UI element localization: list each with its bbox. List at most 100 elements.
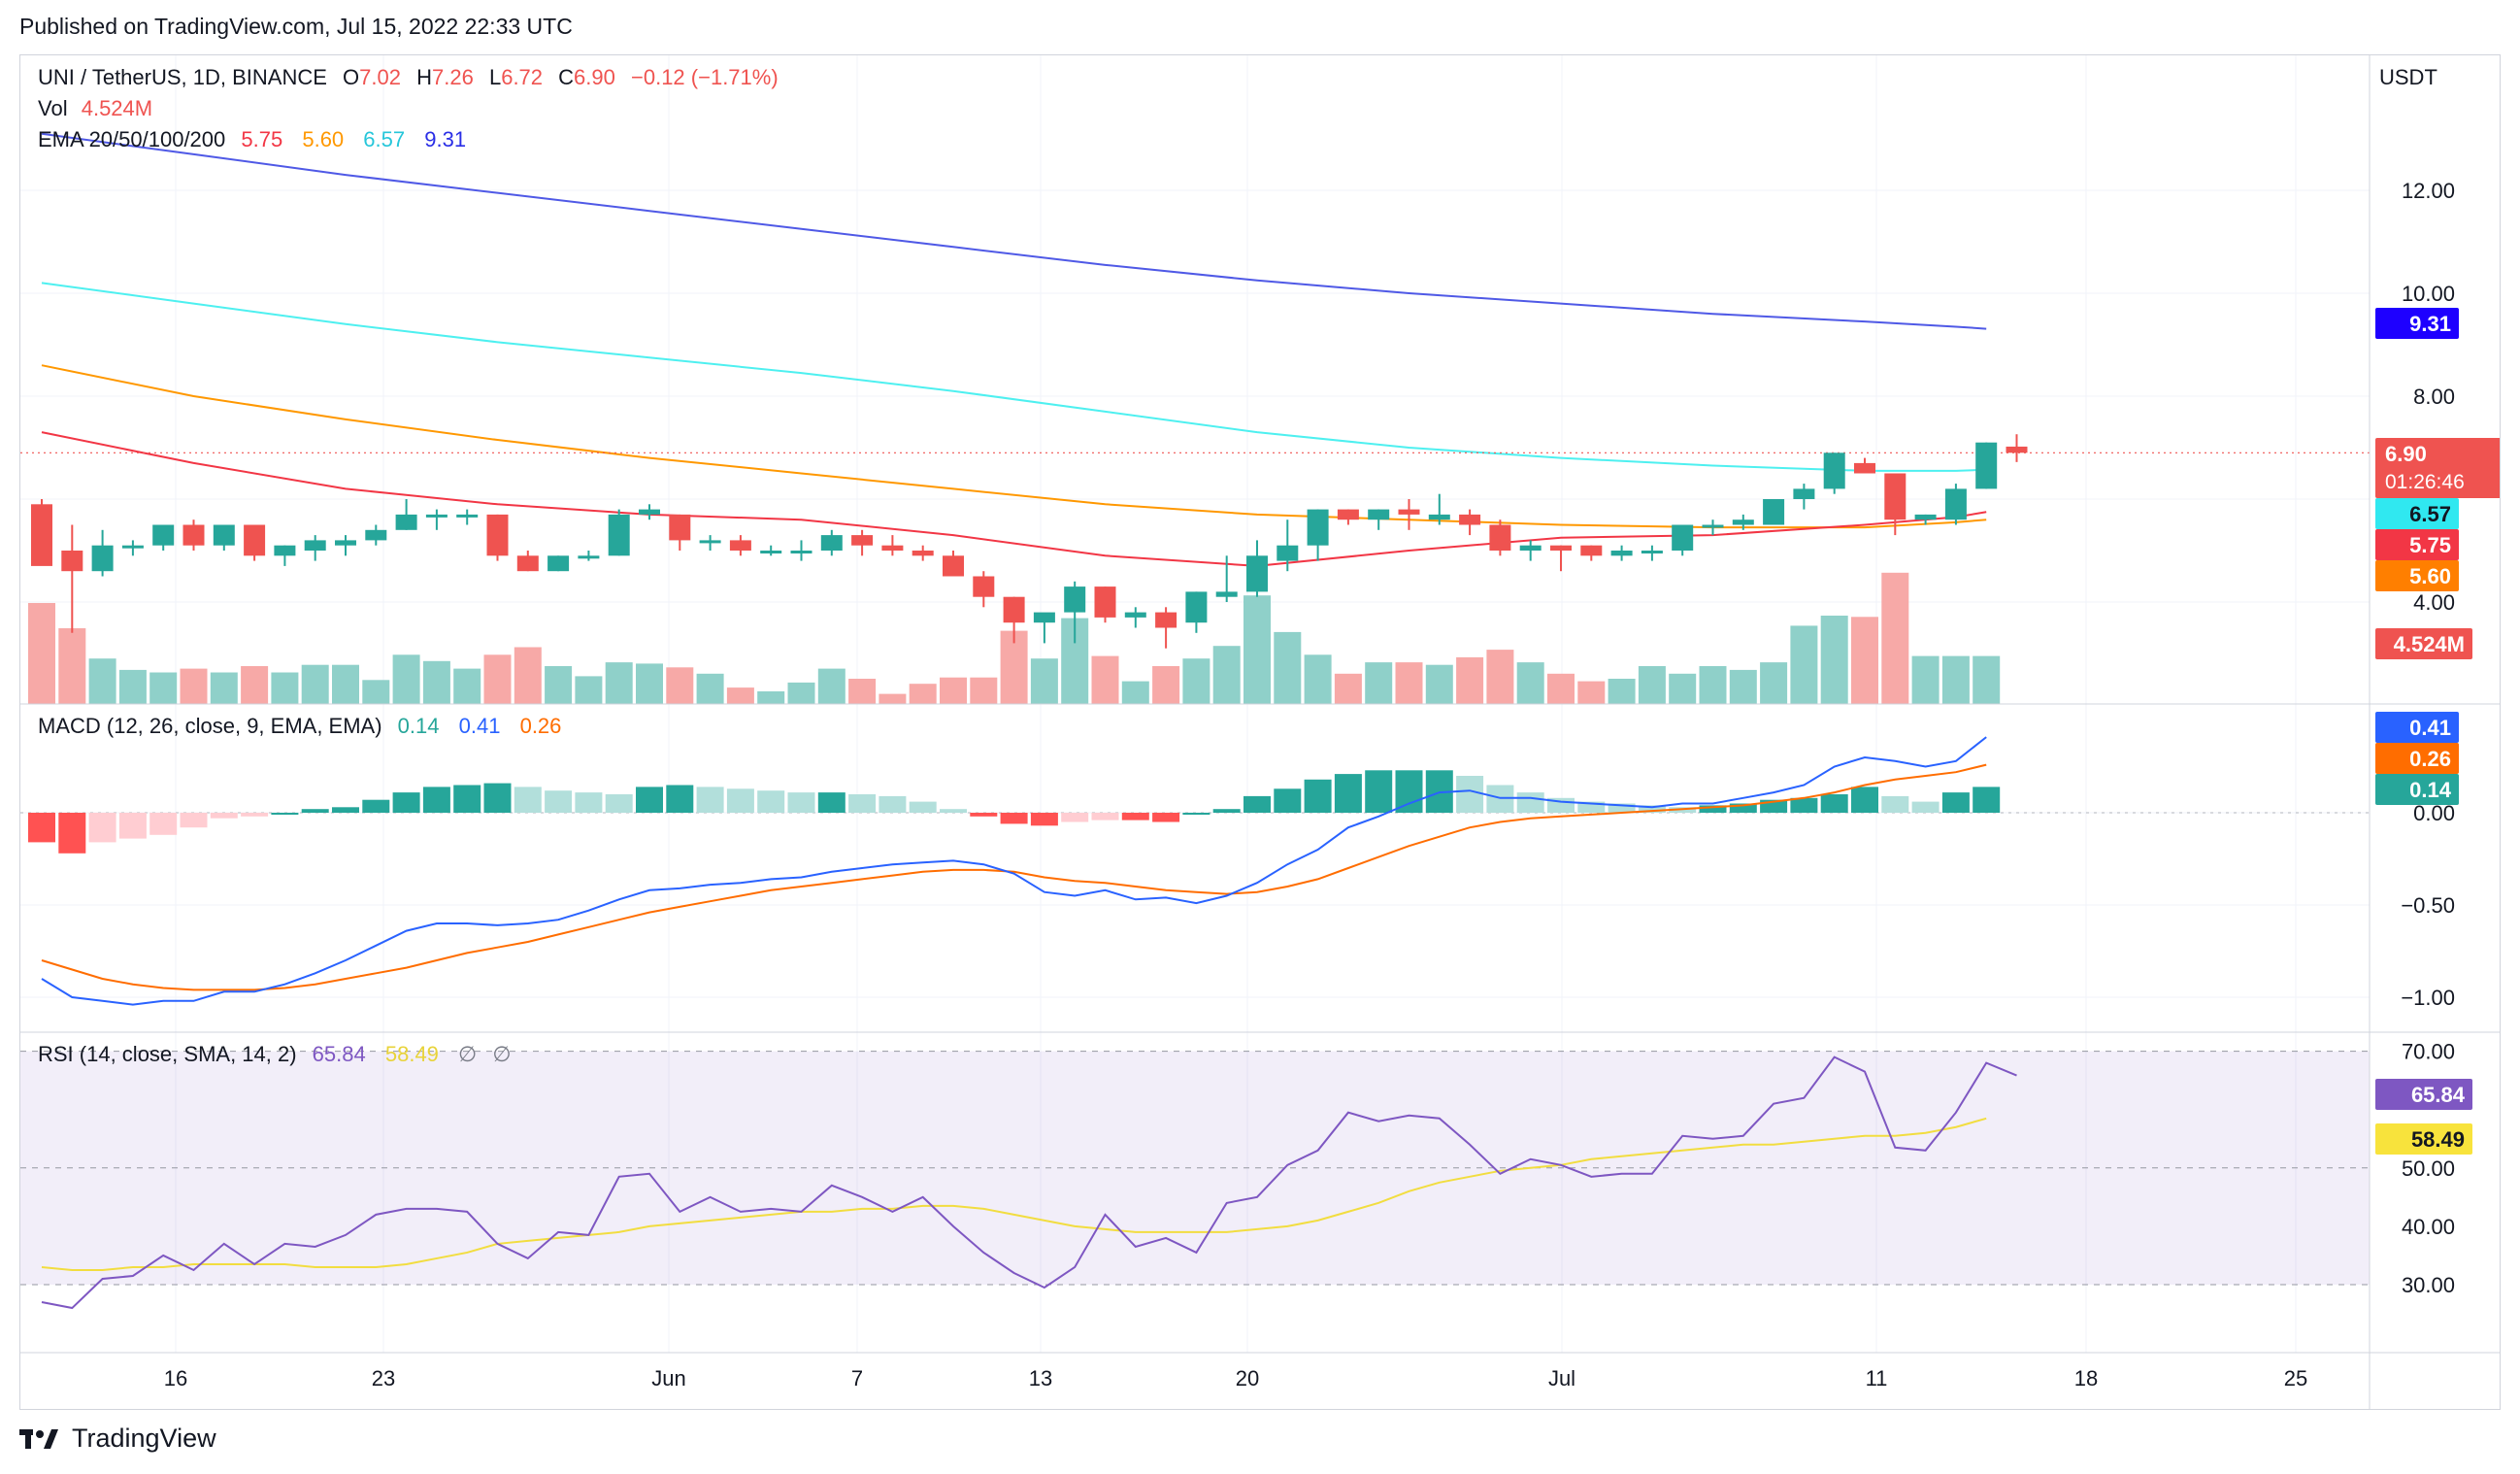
macd-histogram-bar [483,783,512,813]
volume-bar [726,687,754,704]
volume-bar [1456,656,1484,704]
macd-histogram-bar [636,787,663,813]
macd-histogram-bar [1000,813,1028,824]
volume-bar [970,677,998,704]
volume-bar [696,673,724,704]
candle-body [31,504,52,566]
chart-svg[interactable]: 12.00 10.00 8.00 4.00 0.00 −0.50 −1.00 70.00 50.… [20,55,2507,1409]
macd-legend: MACD (12, 26, close, 9, EMA, EMA) 0.14 0… [38,714,561,738]
badge-ema20-bg [2375,529,2459,560]
macd-histogram-bar [1061,813,1089,822]
candle-body [1459,514,1481,525]
candle-body [1337,509,1359,520]
volume-bar [1669,673,1697,704]
volume-bar [1274,631,1302,704]
macd-histogram-bar [1729,803,1757,813]
badge-macd-hist: 0.14 [2409,778,2452,802]
brand-name: TradingView [72,1424,216,1453]
macd-histogram-bar [1699,805,1727,813]
badge-volume-bg [2375,628,2472,659]
badge-ema200-bg [2375,308,2459,339]
price-tick-label: 4.00 [2413,590,2455,615]
volume-bar [1091,655,1119,704]
badge-ema50-bg [2375,560,2459,591]
price-pane[interactable] [20,132,2370,704]
date-tick-label: 7 [851,1366,863,1390]
candle-body [1155,612,1177,628]
volume-bar [1304,654,1332,704]
badge-macd-signal-bg [2375,743,2459,774]
volume-bar [88,658,116,704]
volume-bar [1182,658,1210,704]
macd-histogram-bar [1121,813,1149,821]
macd-histogram-bar [1334,774,1362,813]
volume-bar [483,654,512,704]
macd-histogram-bar [879,795,907,813]
published-line: Published on TradingView.com, Jul 15, 20… [19,14,573,39]
tradingview-brand[interactable]: TradingView [19,1424,216,1454]
candle-body [304,540,326,551]
candle-body [1823,452,1845,489]
badge-macd-signal: 0.26 [2409,747,2451,771]
candle-body [547,555,570,572]
candle-body [152,524,175,546]
volume-bar [1729,669,1757,704]
candle-body [729,540,751,551]
candle-body [1914,514,1937,520]
candle-body [1185,591,1208,623]
macd-histogram-bar [1851,787,1878,813]
date-tick-label: 25 [2284,1366,2307,1390]
volume-bar [787,682,815,704]
volume-bar [1638,666,1666,704]
volume-bar [1121,681,1149,704]
volume-bar [1699,666,1727,704]
badge-macd-hist-bg [2375,774,2459,805]
volume-bar [1911,655,1940,704]
macd-tick-label: −1.00 [2401,986,2455,1010]
candle-body [1307,509,1329,546]
macd-histogram-bar [575,792,603,813]
macd-pane[interactable] [20,736,2370,1006]
volume-bar [545,666,573,704]
macd-histogram-bar [1577,801,1606,813]
volume-bar [636,663,663,704]
volume-bar [879,693,907,704]
candle-body [365,529,387,541]
candle-body [213,524,235,546]
badge-ema200: 9.31 [2409,312,2451,336]
volume-bar [1365,662,1393,704]
currency-label: USDT [2379,65,2437,89]
volume-bar [1973,655,2001,704]
rsi-pane[interactable] [20,1051,2370,1310]
candle-body [425,514,448,518]
ema20-line [41,431,1987,567]
volume-bar [149,672,178,704]
badge-rsi-bg [2375,1079,2472,1110]
macd-histogram-bar [118,813,147,839]
macd-tick-label: −0.50 [2401,893,2455,918]
macd-histogram-bar [1638,805,1666,813]
volume-bar [757,691,785,704]
badge-volume: 4.524M [2394,632,2465,656]
macd-histogram-bar [1212,809,1241,813]
date-tick-label: 16 [164,1366,187,1390]
candle-body [639,509,660,515]
rsi-tick-label: 50.00 [2402,1156,2455,1181]
candle-body [578,555,600,559]
macd-histogram-bar [909,801,937,813]
macd-histogram-bar [1365,770,1393,813]
macd-histogram-bar [1881,795,1909,813]
price-legend: UNI / TetherUS, 1D, BINANCE O7.02 H7.26 … [38,65,779,89]
candle-body [669,514,691,541]
macd-histogram-bar [332,807,359,813]
candle-body [1580,545,1603,556]
badge-ema20: 5.75 [2409,533,2451,557]
macd-histogram-bar [149,813,178,835]
candle-body [943,555,964,577]
date-tick-label: Jul [1548,1366,1575,1390]
candle-body [912,551,934,556]
volume-bar [453,668,481,704]
volume-legend: Vol 4.524M [38,96,152,120]
chart-frame[interactable]: 12.00 10.00 8.00 4.00 0.00 −0.50 −1.00 70.00 50.… [19,54,2507,1410]
volume-bar [180,668,208,704]
